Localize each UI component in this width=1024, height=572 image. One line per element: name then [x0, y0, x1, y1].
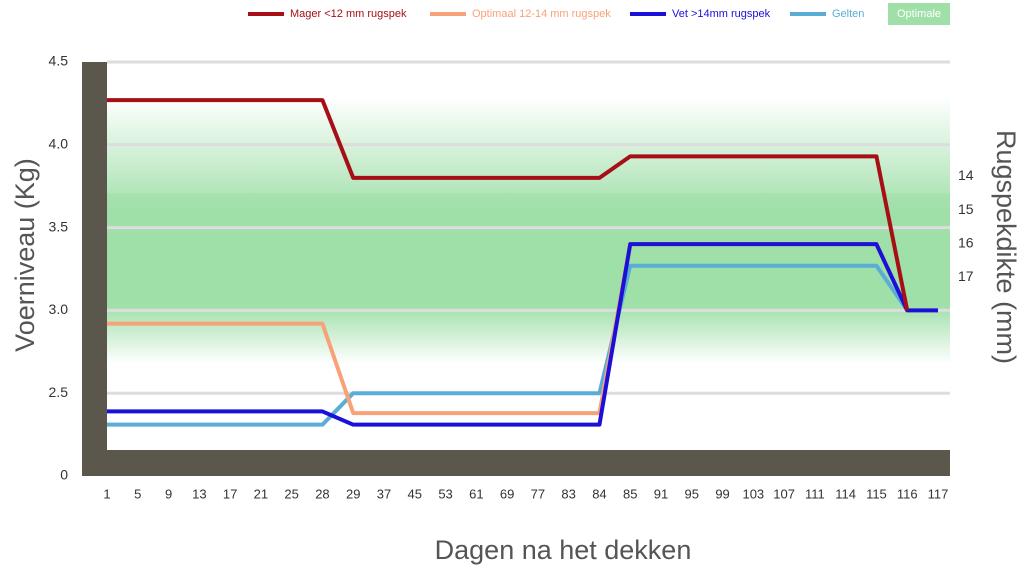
y-tick-label: 2.5: [49, 384, 69, 400]
x-tick-label: 85: [623, 486, 637, 501]
legend-label: Vet >14mm rugspek: [672, 8, 771, 20]
y2-tick-label: 16: [958, 234, 974, 250]
y-tick-label: 4.0: [49, 136, 69, 152]
y2-tick-label: 15: [958, 201, 974, 217]
legend-band-swatch: [888, 3, 950, 25]
x-tick-label: 84: [592, 486, 606, 501]
x-tick-label: 45: [408, 486, 422, 501]
series-line: [107, 263, 909, 427]
series-line: [107, 242, 938, 427]
x-tick-label: 21: [254, 486, 268, 501]
legend-band-label: Optimale: [897, 8, 941, 20]
x-tick-label: 103: [742, 486, 764, 501]
y-tick-label: 4.5: [49, 53, 69, 69]
legend-label: Gelten: [832, 8, 864, 20]
x-tick-label: 83: [561, 486, 575, 501]
x-tick-label: 114: [835, 486, 856, 501]
y-axis-title: Voerniveau (Kg): [10, 158, 40, 352]
x-tick-label: 116: [897, 486, 918, 501]
legend-label: Mager <12 mm rugspek: [290, 8, 407, 20]
x-axis-title: Dagen na het dekken: [435, 535, 692, 565]
legend-label: Optimaal 12-14 mm rugspek: [472, 8, 611, 20]
x-tick-label: 25: [284, 486, 298, 501]
x-tick-label: 77: [531, 486, 545, 501]
series-line: [107, 98, 910, 311]
x-tick-label: 99: [715, 486, 729, 501]
x-tick-label: 115: [866, 486, 887, 501]
y2-tick-label: 17: [958, 268, 974, 284]
x-tick-label: 111: [805, 486, 825, 501]
x-tick-label: 53: [438, 486, 452, 501]
x-tick-label: 107: [773, 486, 795, 501]
y-tick-label: 3.5: [49, 218, 69, 234]
x-tick-label: 37: [377, 486, 391, 501]
x-tick-label: 117: [928, 486, 949, 501]
x-tick-label: 61: [469, 486, 483, 501]
x-tick-label: 1: [103, 486, 110, 501]
y-axis-bar: [82, 62, 107, 476]
y2-axis-title: Rugspekdikte (mm): [991, 130, 1021, 364]
x-tick-label: 13: [192, 486, 206, 501]
y-tick-label: 3.0: [49, 301, 69, 317]
x-tick-label: 17: [223, 486, 237, 501]
optimal-band-core: [107, 193, 950, 268]
x-tick-label: 91: [654, 486, 668, 501]
x-axis-bar: [82, 450, 950, 476]
x-tick-label: 5: [134, 486, 141, 501]
y-tick-label: 0: [60, 467, 68, 483]
x-tick-label: 29: [346, 486, 360, 501]
x-tick-label: 69: [500, 486, 514, 501]
x-tick-label: 9: [165, 486, 172, 501]
y2-tick-label: 14: [958, 167, 974, 183]
x-tick-label: 28: [315, 486, 329, 501]
x-tick-label: 95: [685, 486, 699, 501]
